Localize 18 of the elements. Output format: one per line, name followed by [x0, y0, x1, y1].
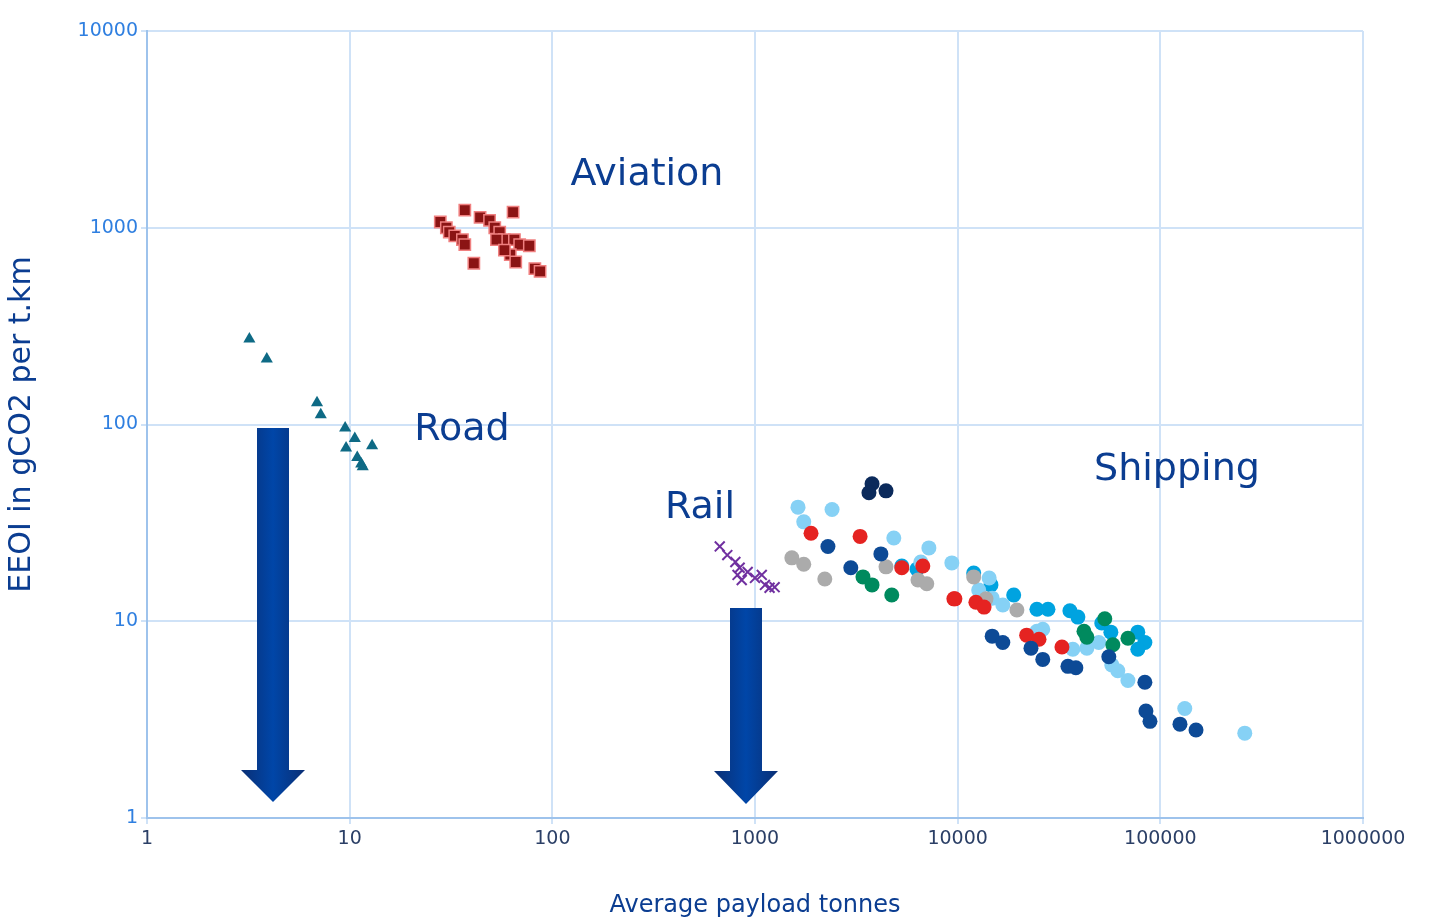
x-tick-label: 1000: [730, 826, 780, 849]
y-tick-label: 1: [125, 804, 138, 827]
y-tick-label: 1000: [89, 214, 138, 237]
annotation: Rail: [665, 482, 735, 527]
x-tick-label: 100: [534, 826, 571, 849]
x-axis-title: Average payload tonnes: [609, 889, 901, 918]
y-tick-label: 10000: [77, 17, 138, 40]
annotation: Road: [414, 404, 510, 449]
annotation: Aviation: [570, 149, 724, 194]
x-tick-label: 1000000: [1320, 826, 1406, 849]
y-tick-label: 100: [101, 411, 138, 434]
x-tick-label: 10: [337, 826, 362, 849]
x-tick-label: 1: [140, 826, 154, 849]
x-tick-label: 10000: [927, 826, 988, 849]
y-tick-label: 10: [113, 608, 138, 631]
y-axis-title: EEOI in gCO2 per t.km: [1, 256, 37, 593]
annotation: Shipping: [1094, 444, 1260, 489]
x-tick-label: 100000: [1124, 826, 1197, 849]
